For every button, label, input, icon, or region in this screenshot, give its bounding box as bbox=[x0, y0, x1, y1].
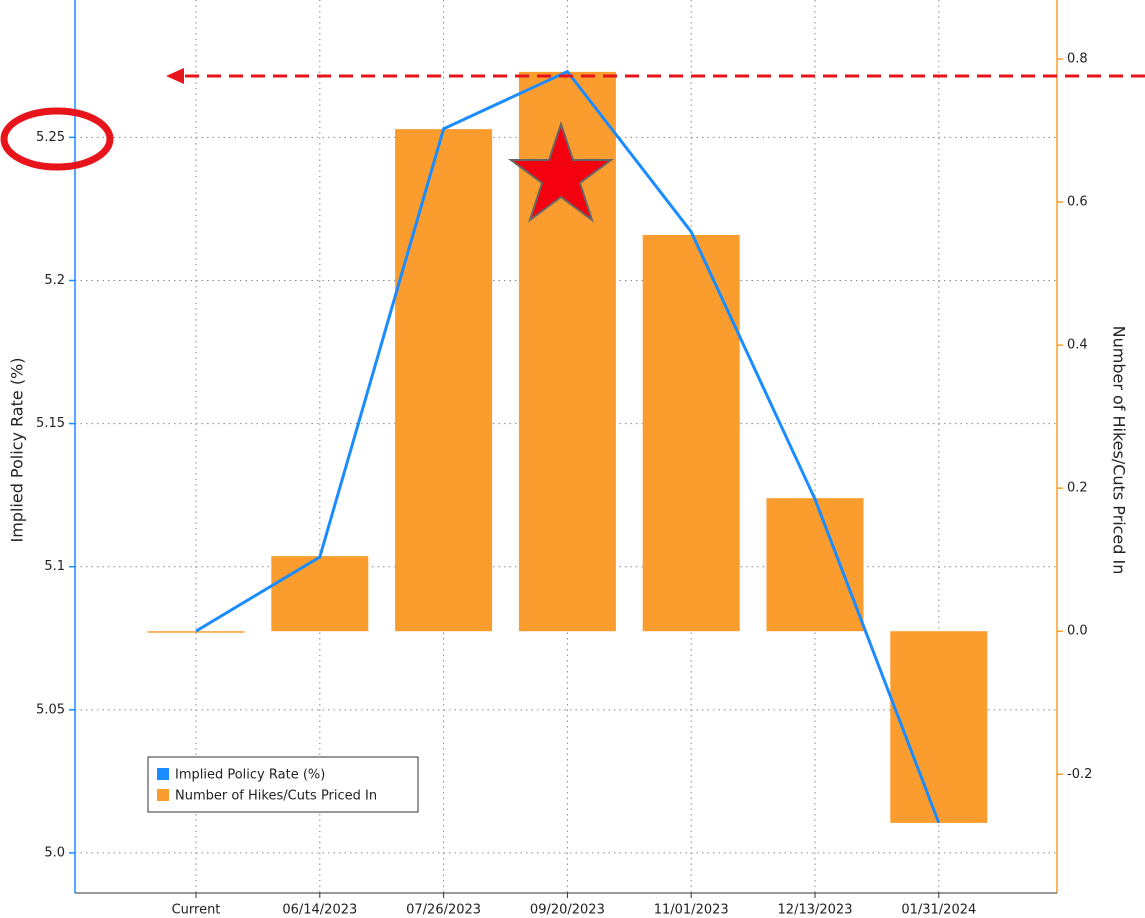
x-tick-label: Current bbox=[172, 903, 221, 918]
x-tick-label: 01/31/2024 bbox=[901, 903, 976, 918]
bars bbox=[147, 71, 988, 823]
circle-annotation bbox=[0, 107, 114, 171]
y-tick-label: 5.0 bbox=[44, 845, 65, 860]
legend-box bbox=[147, 756, 419, 813]
arrow-head bbox=[166, 68, 184, 84]
y-tick-label: 5.15 bbox=[36, 416, 65, 431]
x-tick-label: 12/13/2023 bbox=[778, 903, 853, 918]
bar bbox=[395, 129, 493, 632]
y-axis-label: Implied Policy Rate (%) bbox=[8, 357, 27, 542]
x-tick-label: 09/20/2023 bbox=[530, 903, 605, 918]
star-annotation bbox=[507, 120, 615, 223]
legend-label: Number of Hikes/Cuts Priced In bbox=[175, 789, 377, 804]
x-tick-label: 07/26/2023 bbox=[406, 903, 481, 918]
bar bbox=[271, 556, 369, 632]
x-tick-label: 06/14/2023 bbox=[282, 903, 357, 918]
legend: Implied Policy Rate (%) Number of Hikes/… bbox=[147, 756, 419, 813]
bar bbox=[642, 234, 740, 632]
y-tick-label: 5.05 bbox=[36, 702, 65, 717]
y2-tick-label: 0.0 bbox=[1067, 624, 1088, 639]
line bbox=[195, 69, 941, 824]
legend-swatch bbox=[157, 789, 169, 801]
lines bbox=[195, 69, 941, 824]
y2-tick-label: 0.6 bbox=[1067, 195, 1088, 210]
y2-axis-label: Number of Hikes/Cuts Priced In bbox=[1110, 326, 1129, 575]
legend-swatch bbox=[157, 768, 169, 780]
bar bbox=[766, 498, 864, 632]
y-tick-label: 5.25 bbox=[36, 130, 65, 145]
y2-tick-label: 0.8 bbox=[1067, 52, 1088, 67]
y-tick-label: 5.2 bbox=[44, 273, 65, 288]
bar bbox=[147, 631, 245, 633]
y-tick-label: 5.1 bbox=[44, 559, 65, 574]
legend-label: Implied Policy Rate (%) bbox=[175, 768, 325, 783]
y2-tick-label: -0.2 bbox=[1067, 767, 1092, 782]
bar bbox=[890, 631, 988, 823]
y2-tick-label: 0.4 bbox=[1067, 338, 1088, 353]
x-tick-label: 11/01/2023 bbox=[654, 903, 729, 918]
y2-tick-label: 0.2 bbox=[1067, 481, 1088, 496]
